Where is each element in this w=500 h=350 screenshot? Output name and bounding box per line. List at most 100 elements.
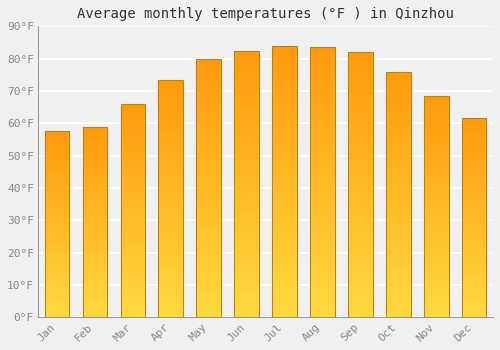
Bar (310, 47, 335, 317)
Bar (272, 122, 297, 125)
Bar (310, 309, 335, 312)
Bar (386, 226, 410, 229)
Bar (44, 230, 70, 232)
Bar (386, 283, 410, 286)
Bar (348, 227, 372, 230)
Bar (82, 300, 108, 302)
Bar (310, 201, 335, 204)
Bar (386, 126, 410, 128)
Bar (310, 177, 335, 180)
Bar (120, 275, 145, 277)
Bar (386, 148, 410, 150)
Bar (348, 134, 372, 137)
Bar (424, 176, 448, 178)
Bar (44, 288, 70, 289)
Bar (462, 168, 486, 170)
Bar (272, 209, 297, 211)
Bar (462, 278, 486, 280)
Bar (272, 105, 297, 108)
Bar (310, 80, 335, 83)
Bar (386, 308, 410, 310)
Bar (348, 57, 372, 60)
Bar (44, 264, 70, 265)
Bar (82, 268, 108, 270)
Bar (82, 161, 108, 163)
Bar (272, 103, 297, 105)
Bar (462, 182, 486, 184)
Bar (386, 182, 410, 185)
Bar (348, 163, 372, 166)
Bar (462, 132, 486, 134)
Bar (462, 146, 486, 148)
Bar (462, 156, 486, 158)
Bar (424, 291, 448, 293)
Bar (348, 288, 372, 291)
Bar (386, 241, 410, 244)
Bar (82, 310, 108, 312)
Bar (196, 196, 221, 198)
Bar (310, 134, 335, 136)
Bar (348, 182, 372, 185)
Bar (386, 281, 410, 283)
Bar (82, 184, 108, 186)
Bar (120, 315, 145, 317)
Bar (234, 189, 259, 192)
Bar (44, 273, 70, 275)
Bar (272, 100, 297, 103)
Bar (462, 303, 486, 306)
Bar (44, 293, 70, 295)
Bar (82, 302, 108, 304)
Bar (196, 170, 221, 173)
Bar (44, 292, 70, 293)
Bar (424, 193, 448, 196)
Bar (310, 250, 335, 253)
Bar (386, 86, 410, 89)
Bar (386, 121, 410, 123)
Bar (158, 308, 183, 310)
Bar (272, 195, 297, 198)
Bar (272, 97, 297, 100)
Bar (310, 209, 335, 212)
Bar (272, 274, 297, 277)
Bar (348, 129, 372, 132)
Bar (348, 278, 372, 280)
Bar (196, 209, 221, 211)
Bar (386, 96, 410, 99)
Bar (272, 288, 297, 290)
Bar (462, 300, 486, 302)
Bar (120, 213, 145, 215)
Bar (348, 225, 372, 227)
Bar (196, 154, 221, 157)
Bar (310, 174, 335, 177)
Bar (234, 219, 259, 222)
Bar (234, 270, 259, 272)
Bar (120, 230, 145, 232)
Bar (272, 70, 297, 73)
Bar (424, 264, 448, 266)
Bar (44, 267, 70, 269)
Bar (82, 222, 108, 224)
Bar (196, 271, 221, 273)
Bar (310, 282, 335, 285)
Bar (196, 294, 221, 297)
Bar (462, 312, 486, 314)
Bar (234, 288, 259, 291)
Bar (158, 84, 183, 87)
Bar (348, 124, 372, 126)
Bar (234, 256, 259, 259)
Bar (272, 315, 297, 317)
Bar (348, 259, 372, 262)
Bar (462, 194, 486, 196)
Bar (272, 282, 297, 285)
Bar (310, 223, 335, 226)
Bar (120, 142, 145, 145)
Bar (196, 204, 221, 206)
Bar (234, 243, 259, 245)
Bar (424, 96, 448, 317)
Bar (44, 135, 70, 137)
Bar (386, 89, 410, 91)
Bar (44, 197, 70, 198)
Bar (272, 78, 297, 81)
Bar (348, 172, 372, 174)
Bar (234, 173, 259, 176)
